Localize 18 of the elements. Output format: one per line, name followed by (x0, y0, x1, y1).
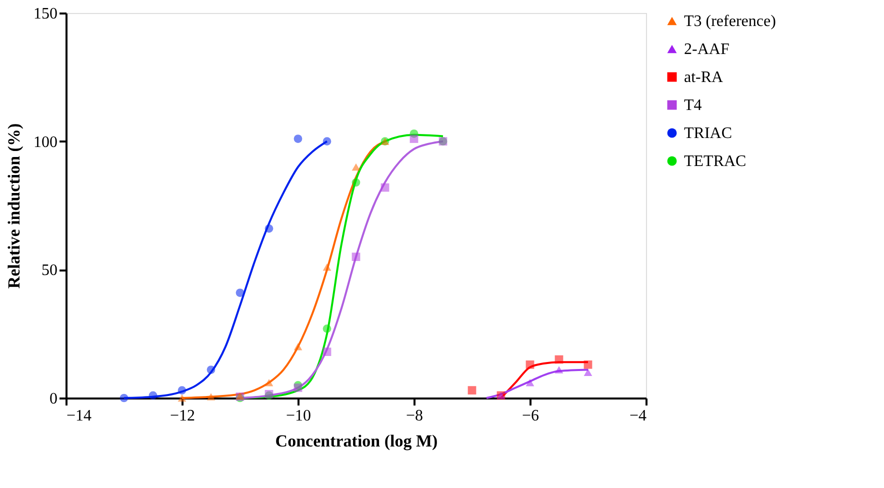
x-tick-label: −10 (286, 408, 312, 424)
x-tick-label: −8 (406, 408, 424, 424)
y-tick-label: 150 (34, 6, 58, 22)
x-tick-label: −4 (629, 408, 646, 424)
y-tick-label: 100 (34, 134, 58, 151)
x-tick-label: −6 (522, 408, 540, 424)
y-tick-label: 50 (42, 262, 58, 280)
legend-label: 2-AAF (684, 41, 730, 58)
legend-label: TRIAC (684, 125, 732, 142)
legend-label: T4 (684, 97, 702, 114)
x-axis-title: Concentration (log M) (275, 432, 438, 450)
legend-label: TETRAC (684, 153, 746, 170)
legend-label: T3 (reference) (684, 13, 776, 30)
y-axis-title: Relative induction (%) (4, 123, 24, 289)
x-tick-label: −14 (66, 408, 92, 424)
y-tick-label: 0 (50, 390, 58, 408)
legend-label: at-RA (684, 69, 724, 86)
x-tick-label: −12 (170, 408, 196, 424)
